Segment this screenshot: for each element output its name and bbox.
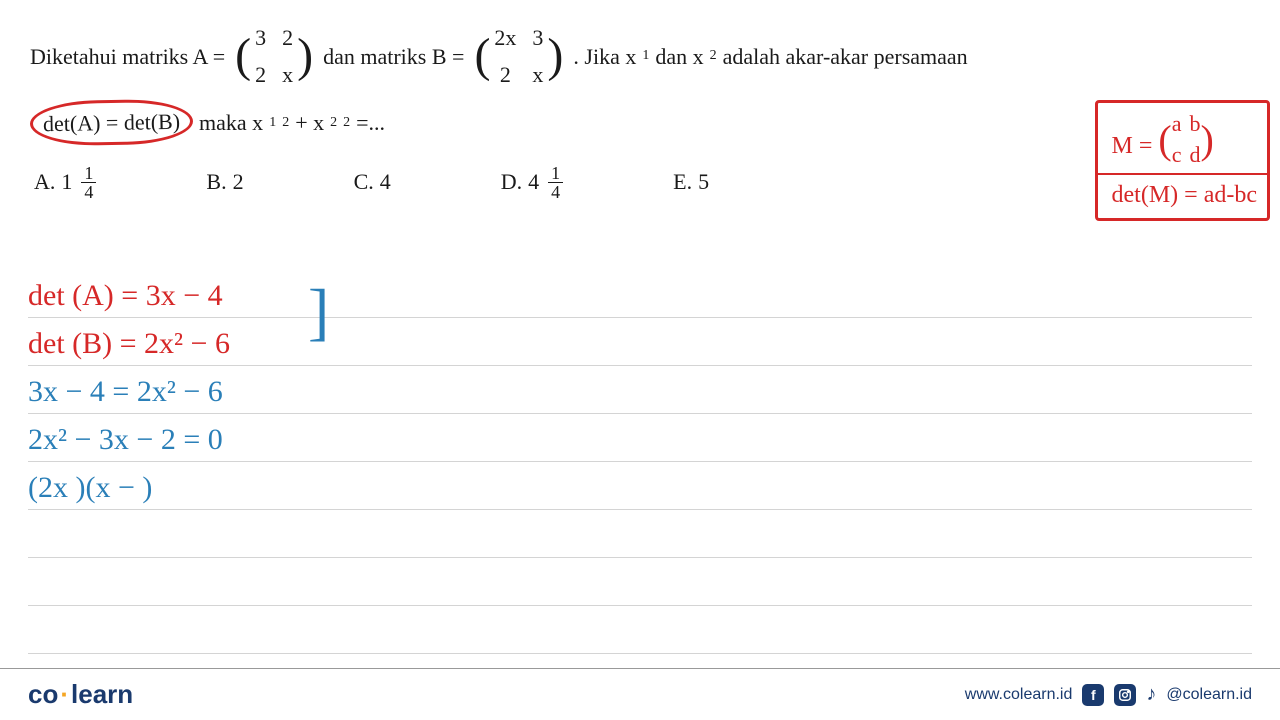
text-roots: adalah akar-akar persamaan	[723, 39, 968, 74]
ref-line-1: M = ( a b c d )	[1112, 109, 1257, 171]
logo-dot-icon: ·	[60, 679, 69, 709]
matrix-a-cell: 2	[282, 20, 293, 55]
footer-bar: co·learn www.colearn.id f ♪ @colearn.id	[0, 668, 1280, 720]
option-val: 2	[233, 164, 244, 199]
logo-part-2: learn	[71, 679, 133, 709]
option-whole: 1	[61, 164, 72, 199]
option-label: C.	[354, 164, 374, 199]
sup-2: 2	[282, 112, 289, 134]
frac-den: 4	[81, 183, 96, 201]
frac-den: 4	[548, 183, 563, 201]
paren-left: (	[474, 37, 490, 75]
plus: + x	[295, 105, 324, 140]
text-if: . Jika x	[573, 39, 636, 74]
paren-right: )	[297, 37, 313, 75]
reference-box: M = ( a b c d ) det(M) = ad-bc	[1095, 100, 1270, 221]
matrix-b: ( 2x 3 2 x )	[474, 20, 563, 92]
matrix-a-cell: 3	[255, 20, 266, 55]
ref-divider	[1098, 173, 1267, 175]
answer-options: A. 1 1 4 B. 2 C. 4 D. 4 1 4 E. 5	[30, 164, 1250, 201]
option-label: E.	[673, 164, 692, 199]
handwritten-work: ] det (A) = 3x − 4 det (B) = 2x² − 6 3x …	[28, 270, 1252, 654]
problem-line-2: det(A) = det(B) maka x12 + x22 =...	[30, 100, 1250, 145]
colearn-logo: co·learn	[28, 679, 133, 710]
facebook-icon[interactable]: f	[1082, 684, 1104, 706]
ref-matrix: ( a b c d )	[1158, 109, 1213, 171]
ref-cell: b	[1189, 109, 1200, 140]
text-and: dan matriks B =	[323, 39, 464, 74]
text-then: maka x	[199, 105, 263, 140]
footer-url[interactable]: www.colearn.id	[965, 686, 1073, 704]
ref-cell: a	[1172, 109, 1182, 140]
matrix-b-cell: 2x	[494, 20, 516, 55]
ref-cell: d	[1189, 140, 1200, 171]
text-and-x: dan x	[655, 39, 703, 74]
matrix-b-cell: x	[532, 57, 543, 92]
footer-handle[interactable]: @colearn.id	[1166, 686, 1252, 704]
work-deta: det (A) = 3x − 4	[28, 279, 223, 313]
problem-statement: Diketahui matriks A = ( 3 2 2 x ) dan ma…	[0, 0, 1280, 201]
matrix-a-cell: x	[282, 57, 293, 92]
logo-part-1: co	[28, 679, 58, 709]
work-equation: 3x − 4 = 2x² − 6	[28, 375, 223, 409]
option-whole: 4	[528, 164, 539, 199]
matrix-a-cell: 2	[255, 57, 266, 92]
ref-m-eq: M =	[1112, 133, 1153, 159]
work-quadratic: 2x² − 3x − 2 = 0	[28, 423, 223, 457]
grouping-bracket: ]	[308, 280, 329, 344]
option-label: D.	[501, 164, 522, 199]
option-e[interactable]: E. 5	[673, 164, 709, 201]
paren-left: (	[235, 37, 251, 75]
sub-2: 2	[710, 45, 717, 67]
empty-rule	[28, 510, 1252, 558]
matrix-b-cell: 3	[532, 20, 543, 55]
sub-2b: 2	[330, 112, 337, 134]
frac-num: 1	[81, 164, 96, 183]
option-val: 4	[380, 164, 391, 199]
frac-num: 1	[548, 164, 563, 183]
option-a[interactable]: A. 1 1 4	[34, 164, 96, 201]
matrix-a: ( 3 2 2 x )	[235, 20, 313, 92]
work-detb: det (B) = 2x² − 6	[28, 327, 230, 361]
option-val: 5	[698, 164, 709, 199]
option-c[interactable]: C. 4	[354, 164, 391, 201]
option-label: A.	[34, 164, 55, 199]
empty-rule	[28, 606, 1252, 654]
circled-condition: det(A) = det(B)	[30, 99, 194, 147]
problem-line-1: Diketahui matriks A = ( 3 2 2 x ) dan ma…	[30, 20, 1250, 92]
tiktok-icon[interactable]: ♪	[1146, 683, 1156, 706]
footer-links: www.colearn.id f ♪ @colearn.id	[965, 683, 1252, 706]
sub-1b: 1	[269, 112, 276, 134]
work-factored: (2x )(x − )	[28, 471, 152, 505]
text-known: Diketahui matriks A =	[30, 39, 225, 74]
fraction: 1 4	[81, 164, 96, 201]
fraction: 1 4	[548, 164, 563, 201]
sub-1: 1	[642, 45, 649, 67]
option-label: B.	[206, 164, 226, 199]
instagram-icon[interactable]	[1114, 684, 1136, 706]
sup-2b: 2	[343, 112, 350, 134]
matrix-b-cell: 2	[494, 57, 516, 92]
paren-right: )	[1200, 126, 1213, 154]
equals-blank: =...	[356, 105, 385, 140]
ref-cell: c	[1172, 140, 1182, 171]
paren-left: (	[1158, 126, 1171, 154]
option-b[interactable]: B. 2	[206, 164, 243, 201]
empty-rule	[28, 558, 1252, 606]
paren-right: )	[547, 37, 563, 75]
option-d[interactable]: D. 4 1 4	[501, 164, 563, 201]
ref-line-2: det(M) = ad-bc	[1112, 179, 1257, 213]
